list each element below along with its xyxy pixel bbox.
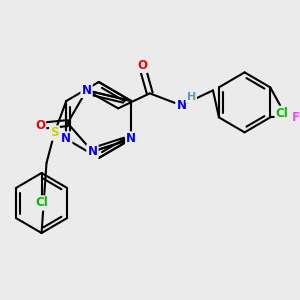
Text: Cl: Cl (35, 196, 48, 209)
Text: N: N (126, 133, 136, 146)
Text: F: F (292, 111, 300, 124)
Text: N: N (61, 133, 71, 146)
Text: H: H (187, 92, 196, 102)
Text: O: O (137, 59, 147, 72)
Text: S: S (50, 127, 59, 140)
Text: N: N (176, 99, 186, 112)
Text: N: N (82, 84, 92, 97)
Text: O: O (35, 119, 45, 132)
Text: N: N (88, 145, 98, 158)
Text: Cl: Cl (276, 107, 289, 120)
